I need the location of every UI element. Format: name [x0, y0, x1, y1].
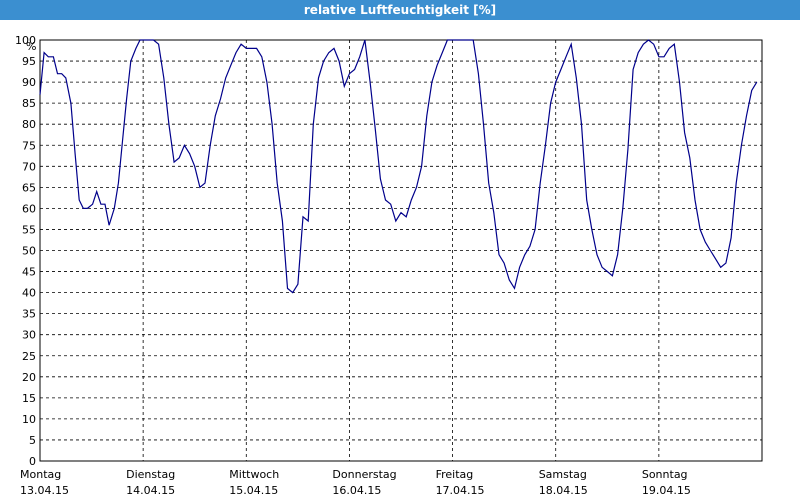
humidity-chart: 0 5 10 15 20 25 30 35 40 45 50 55 60 65 70 75 80 85 90 95 10…: [15, 34, 763, 497]
y-tick-label: 90: [22, 76, 36, 89]
y-tick-label: 40: [22, 287, 36, 300]
y-tick-label: 30: [22, 329, 36, 342]
x-tick-date: 15.04.15: [229, 484, 278, 497]
y-tick-label: 15: [22, 392, 36, 405]
x-tick-date: 13.04.15: [20, 484, 69, 497]
x-tick-day: Mittwoch: [229, 468, 279, 481]
x-tick-date: 17.04.15: [436, 484, 485, 497]
y-tick-label: 25: [22, 350, 36, 363]
x-tick-date: 14.04.15: [126, 484, 175, 497]
y-axis-label: %: [26, 40, 36, 53]
x-tick-day: Montag: [20, 468, 61, 481]
x-tick-date: 18.04.15: [539, 484, 588, 497]
y-tick-label: 65: [22, 181, 36, 194]
x-tick-day: Dienstag: [126, 468, 175, 481]
y-tick-label: 10: [22, 413, 36, 426]
y-tick-label: 50: [22, 245, 36, 258]
grid-lines: [40, 40, 762, 461]
y-tick-label: 80: [22, 118, 36, 131]
y-tick-label: 100: [15, 34, 36, 47]
y-tick-label: 60: [22, 202, 36, 215]
chart-title: relative Luftfeuchtigkeit [%]: [0, 0, 800, 20]
humidity-line: [39, 39, 758, 294]
y-tick-label: 5: [29, 434, 36, 447]
x-tick-date: 19.04.15: [642, 484, 691, 497]
y-tick-label: 0: [29, 455, 36, 468]
y-tick-label: 20: [22, 371, 36, 384]
x-tick-day: Freitag: [436, 468, 474, 481]
x-tick-day: Samstag: [539, 468, 587, 481]
y-tick-label: 95: [22, 55, 36, 68]
x-tick-date: 16.04.15: [332, 484, 381, 497]
y-tick-label: 75: [22, 139, 36, 152]
x-tick-day: Donnerstag: [332, 468, 396, 481]
x-axis-ticks: Montag 13.04.15 Dienstag 14.04.15 Mittwoch 15…: [20, 468, 691, 497]
y-axis-ticks: 0 5 10 15 20 25 30 35 40 45 50 55 60 65 70 75 80 85 90 95 10…: [15, 34, 36, 468]
y-tick-label: 55: [22, 223, 36, 236]
x-tick-day: Sonntag: [642, 468, 688, 481]
y-tick-label: 35: [22, 308, 36, 321]
y-tick-label: 45: [22, 266, 36, 279]
y-tick-label: 85: [22, 97, 36, 110]
y-tick-label: 70: [22, 160, 36, 173]
plot-frame: [39, 39, 763, 462]
